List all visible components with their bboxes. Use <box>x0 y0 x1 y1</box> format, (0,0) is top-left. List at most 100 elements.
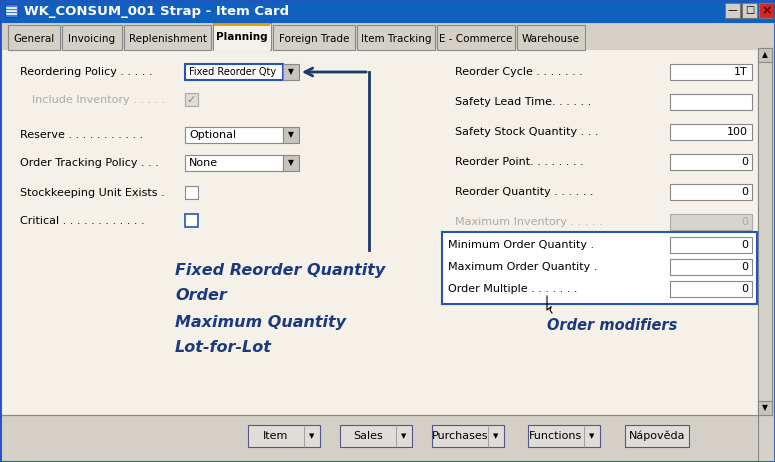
Text: □: □ <box>745 6 754 16</box>
Text: Fixed Reorder Quantity: Fixed Reorder Quantity <box>175 262 385 278</box>
Text: Minimum Order Quantity .: Minimum Order Quantity . <box>448 240 594 250</box>
Text: Critical . . . . . . . . . . . .: Critical . . . . . . . . . . . . <box>20 216 145 226</box>
Bar <box>283 155 299 171</box>
Bar <box>517 25 585 50</box>
Text: Safety Lead Time. . . . . .: Safety Lead Time. . . . . . <box>455 97 591 107</box>
Text: E - Commerce: E - Commerce <box>439 34 513 43</box>
Text: Invoicing: Invoicing <box>68 34 115 43</box>
Text: Maximum Order Quantity .: Maximum Order Quantity . <box>448 262 598 272</box>
Text: 0: 0 <box>741 157 748 167</box>
Text: ▼: ▼ <box>288 130 294 140</box>
Text: WK_CONSUM_001 Strap - Item Card: WK_CONSUM_001 Strap - Item Card <box>24 5 289 18</box>
Text: 0: 0 <box>741 217 748 227</box>
Bar <box>5 4 18 17</box>
Bar <box>625 425 689 447</box>
Bar <box>0 0 775 22</box>
Text: Include Inventory . . . . .: Include Inventory . . . . . <box>32 95 165 105</box>
Bar <box>528 425 600 447</box>
Text: Lot-for-Lot: Lot-for-Lot <box>175 340 272 355</box>
Text: Sales: Sales <box>353 431 383 441</box>
Bar <box>185 186 198 199</box>
Text: ×: × <box>761 4 772 17</box>
Bar <box>357 25 435 50</box>
Bar <box>283 64 299 80</box>
Text: 1T: 1T <box>734 67 748 77</box>
Bar <box>273 25 355 50</box>
Bar <box>670 184 752 200</box>
Bar <box>8 25 60 50</box>
Text: ▼: ▼ <box>288 158 294 168</box>
Text: Maximum Quantity: Maximum Quantity <box>175 315 346 329</box>
Bar <box>213 23 271 50</box>
Text: 0: 0 <box>741 240 748 250</box>
Bar <box>340 425 412 447</box>
Text: ▼: ▼ <box>762 403 768 413</box>
Text: Order modifiers: Order modifiers <box>547 318 677 333</box>
Text: Nápověda: Nápověda <box>629 431 685 441</box>
Bar <box>670 124 752 140</box>
Text: None: None <box>189 158 218 168</box>
Bar <box>670 237 752 253</box>
Bar <box>670 281 752 297</box>
Text: 0: 0 <box>741 187 748 197</box>
Text: 0: 0 <box>741 262 748 272</box>
Text: ▼: ▼ <box>288 67 294 77</box>
Text: ▼: ▼ <box>401 433 407 439</box>
Text: Warehouse: Warehouse <box>522 34 580 43</box>
Bar <box>437 25 515 50</box>
Bar <box>758 48 772 62</box>
Text: Stockkeeping Unit Exists .: Stockkeeping Unit Exists . <box>20 188 164 198</box>
Text: —: — <box>728 6 737 16</box>
Bar <box>670 214 752 230</box>
Text: Reordering Policy . . . . .: Reordering Policy . . . . . <box>20 67 153 77</box>
Text: Functions: Functions <box>529 431 583 441</box>
Bar <box>670 259 752 275</box>
Text: Safety Stock Quantity . . .: Safety Stock Quantity . . . <box>455 127 598 137</box>
Text: Reorder Cycle . . . . . . .: Reorder Cycle . . . . . . . <box>455 67 583 77</box>
Bar <box>670 64 752 80</box>
Text: Planning: Planning <box>216 32 268 43</box>
Bar <box>124 25 211 50</box>
Text: Reserve . . . . . . . . . . .: Reserve . . . . . . . . . . . <box>20 130 143 140</box>
Bar <box>1 48 758 423</box>
Bar <box>248 425 320 447</box>
Text: Optional: Optional <box>189 130 236 140</box>
Bar <box>758 48 772 415</box>
Bar <box>670 154 752 170</box>
Bar <box>1 22 774 50</box>
Bar <box>725 3 740 18</box>
Text: ▼: ▼ <box>589 433 594 439</box>
Bar <box>1 415 758 461</box>
Text: ▲: ▲ <box>762 50 768 60</box>
Text: Purchases: Purchases <box>432 431 488 441</box>
Text: General: General <box>13 34 54 43</box>
Bar <box>742 3 757 18</box>
Bar <box>185 127 283 143</box>
Text: Item: Item <box>264 431 288 441</box>
Bar <box>214 23 270 26</box>
Text: ✓: ✓ <box>187 95 196 105</box>
Bar <box>442 232 757 304</box>
Text: Foreign Trade: Foreign Trade <box>279 34 350 43</box>
Bar <box>185 214 198 227</box>
Bar <box>214 49 270 51</box>
Bar <box>432 425 504 447</box>
Bar <box>185 155 283 171</box>
Text: Fixed Reorder Qty: Fixed Reorder Qty <box>189 67 276 77</box>
Text: Reorder Quantity . . . . . .: Reorder Quantity . . . . . . <box>455 187 594 197</box>
Text: ▼: ▼ <box>309 433 315 439</box>
Text: Order: Order <box>175 288 227 304</box>
Text: 100: 100 <box>727 127 748 137</box>
Text: Replenishment: Replenishment <box>129 34 206 43</box>
Bar <box>758 401 772 415</box>
Text: Order Multiple . . . . . . .: Order Multiple . . . . . . . <box>448 284 577 294</box>
Text: Item Tracking: Item Tracking <box>360 34 431 43</box>
Text: Maximum Inventory . . . . .: Maximum Inventory . . . . . <box>455 217 603 227</box>
Bar <box>759 3 774 18</box>
Bar <box>185 64 283 80</box>
Bar <box>185 93 198 106</box>
Bar <box>62 25 122 50</box>
Text: Order Tracking Policy . . .: Order Tracking Policy . . . <box>20 158 159 168</box>
Text: ▼: ▼ <box>494 433 498 439</box>
Bar <box>670 94 752 110</box>
